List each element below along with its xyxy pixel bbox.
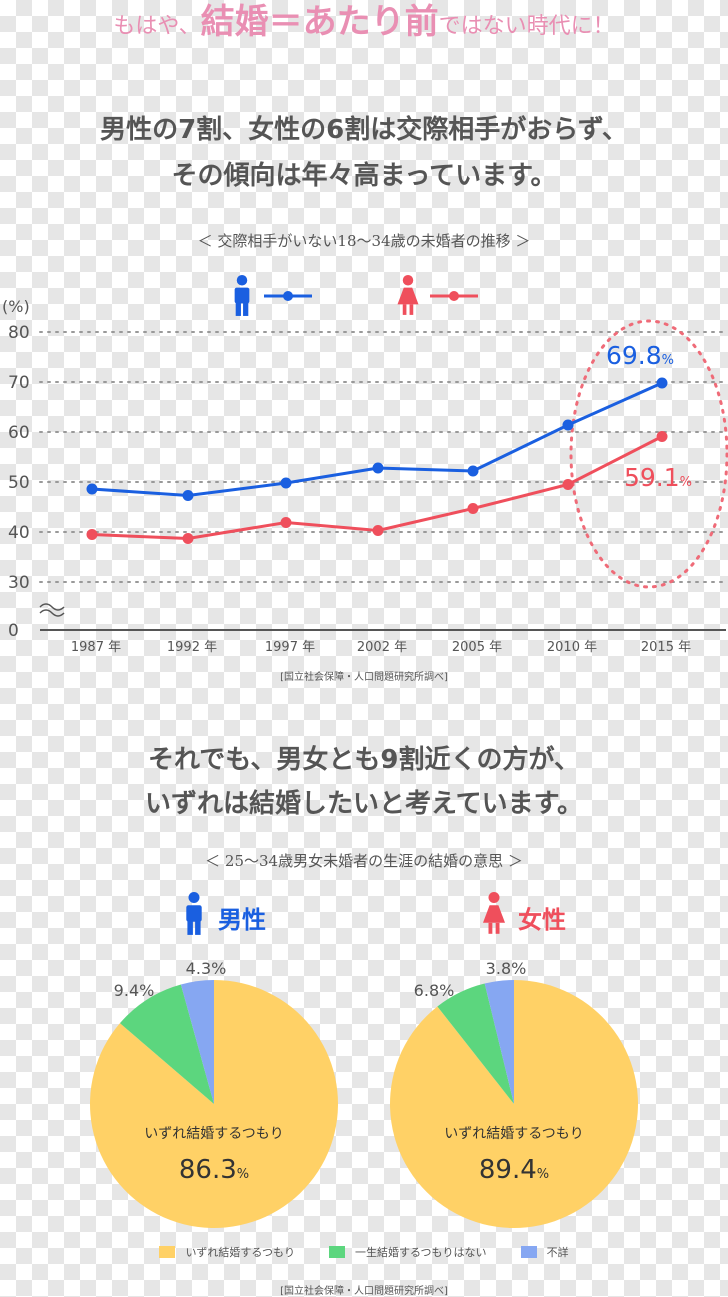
data-point (182, 490, 194, 501)
x-tick-label: 1992 年 (167, 640, 217, 655)
x-tick-label: 2002 年 (357, 640, 407, 655)
x-tick-label: 2010 年 (547, 640, 597, 655)
pie-chart-subtitle: ＜ 25～34歳男女未婚者の生涯の結婚の意思 ＞ (205, 852, 523, 870)
line-chart-source: [国立社会保障・人口問題研究所調べ] (280, 672, 448, 683)
data-point (182, 533, 194, 544)
pie-title: 女性 (518, 906, 566, 934)
section1-headline-1: 男性の7割、女性の6割は交際相手がおらず、 (100, 115, 628, 145)
line-chart-y-ticks: 80 70 60 50 40 30 0 (8, 323, 30, 641)
y-tick-label: 70 (8, 373, 30, 393)
x-tick-label: 1997 年 (265, 640, 315, 655)
data-point (280, 477, 292, 489)
data-point (372, 462, 384, 474)
female-icon (397, 275, 419, 315)
line-chart-x-ticks: 1987 年 1992 年 1997 年 2002 年 2005 年 2010 年 2015… (71, 640, 691, 655)
y-tick-label: 80 (8, 323, 30, 343)
data-point (467, 503, 479, 514)
section1-headline-2: その傾向は年々高まっています。 (171, 161, 557, 191)
banner-big: 結婚＝あたり前 (200, 2, 439, 42)
highlight-ellipse (569, 319, 728, 589)
top-banner: もはや、結婚＝あたり前ではない時代に！ (0, 0, 728, 49)
y-tick-label: 50 (8, 473, 30, 493)
pie-main-unit: % (537, 1167, 549, 1182)
pie-inner-label: いずれ結婚するつもり (444, 1126, 583, 1142)
end-value-label: 69.8% (606, 341, 674, 370)
pie-slice (484, 980, 514, 1104)
section2-headline-1: それでも、男女とも9割近くの方が、 (147, 745, 580, 775)
data-point (86, 529, 98, 540)
data-point (656, 431, 668, 442)
axis-break-icon (39, 603, 65, 617)
legend-label-never: 一生結婚するつもりはない (355, 1246, 487, 1259)
female-icon (483, 892, 505, 934)
data-point (372, 525, 384, 536)
legend-label-unknown: 不詳 (546, 1246, 569, 1259)
banner-post: ではない時代に！ (438, 14, 615, 39)
legend-item-unknown: 不詳 (520, 1244, 569, 1260)
male-icon (186, 892, 202, 935)
legend-swatch-marry (159, 1246, 176, 1258)
data-point (562, 419, 574, 431)
x-tick-label: 1987 年 (71, 640, 121, 655)
section2-headline-2: いずれは結婚したいと考えています。 (144, 789, 584, 819)
data-point (280, 517, 292, 528)
legend-item-marry: いずれ結婚するつもり (159, 1244, 295, 1260)
end-value-label: 59.1% (624, 463, 692, 492)
pie-outer-label: 3.8% (486, 959, 527, 978)
x-tick-label: 2005 年 (452, 640, 502, 655)
pie-slice (180, 980, 214, 1104)
line-chart-series (86, 377, 668, 544)
data-point (86, 483, 98, 495)
legend-marker (283, 291, 293, 301)
legend-swatch-never (329, 1246, 345, 1258)
series-line-female (91, 435, 663, 541)
end-value-unit: % (662, 353, 674, 368)
pie-main-unit: % (237, 1167, 249, 1182)
data-point (467, 465, 479, 477)
line-chart-legend (234, 275, 478, 316)
pie-slice (119, 984, 214, 1104)
pie-outer-label: 6.8% (414, 981, 455, 1000)
legend-marker (449, 291, 459, 301)
y-tick-label: 0 (8, 621, 19, 641)
data-point (656, 377, 668, 389)
line-chart: 80 70 60 50 40 30 0 (%) 1987 年 1992 年 1997 年 2002… (2, 275, 728, 655)
pie-title: 男性 (218, 906, 266, 934)
legend-swatch-unknown (520, 1246, 537, 1258)
male-icon (234, 275, 250, 316)
y-tick-label: 60 (8, 423, 30, 443)
pie-legend: いずれ結婚するつもり 一生結婚するつもりはない 不詳 (0, 1244, 728, 1260)
y-tick-label: 40 (8, 523, 30, 543)
y-tick-label: 30 (8, 573, 30, 593)
banner-pre: もはや、 (113, 14, 201, 39)
end-value-unit: % (680, 475, 692, 490)
pie-chart-source: [国立社会保障・人口問題研究所調べ] (280, 1286, 448, 1297)
pie-outer-label: 9.4% (114, 981, 155, 1000)
line-chart-end-labels: 69.8% 59.1% (606, 341, 692, 492)
legend-label-marry: いずれ結婚するつもり (185, 1246, 295, 1259)
x-tick-label: 2015 年 (641, 640, 691, 655)
line-chart-subtitle: ＜ 交際相手がいない18～34歳の未婚者の推移 ＞ (197, 232, 531, 250)
pie-slice (437, 983, 514, 1104)
legend-item-never: 一生結婚するつもりはない (329, 1244, 487, 1260)
data-point (562, 479, 574, 490)
pie-inner-label: いずれ結婚するつもり (144, 1126, 283, 1142)
y-axis-label: (%) (2, 297, 30, 316)
pie-outer-label: 4.3% (186, 959, 227, 978)
